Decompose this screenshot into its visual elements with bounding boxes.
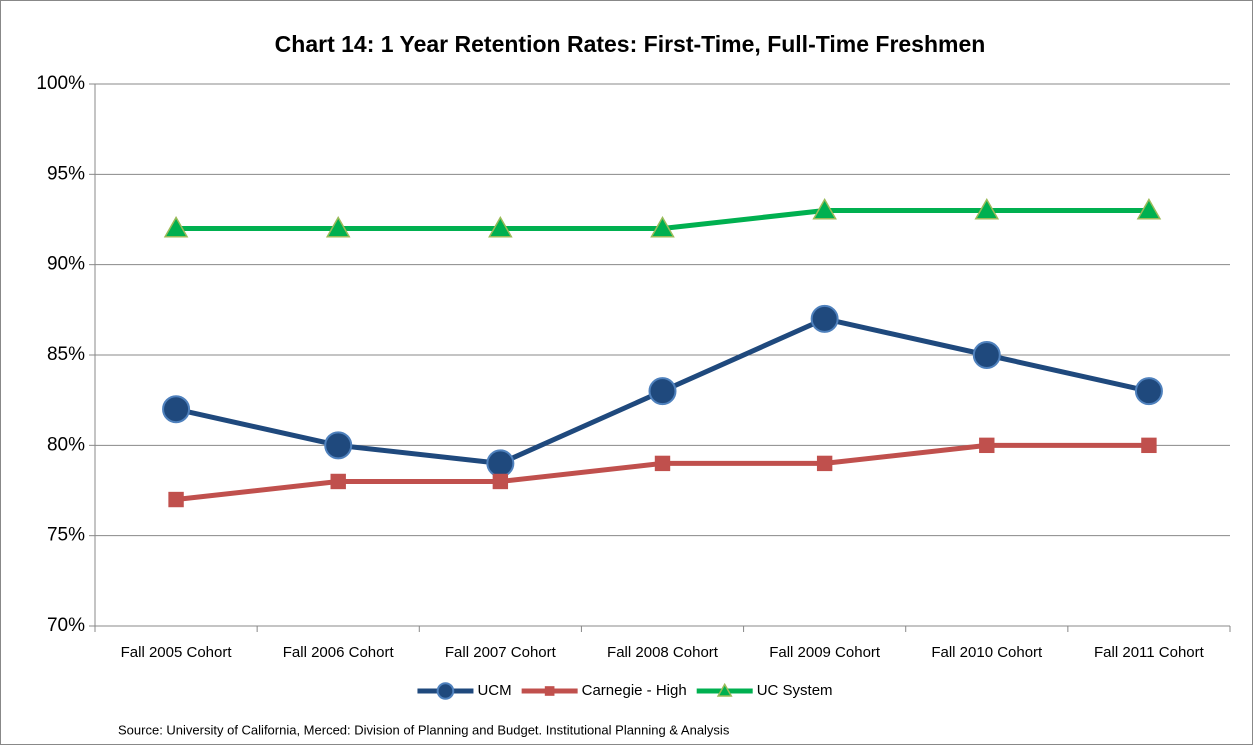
data-point [168, 491, 184, 508]
data-point [972, 341, 1001, 369]
data-point [1134, 377, 1163, 406]
data-point [1136, 197, 1162, 220]
legend-label: Carnegie - High [582, 682, 687, 699]
data-point [330, 473, 346, 490]
y-tick-label: 85% [47, 344, 85, 365]
x-tick-label: Fall 2010 Cohort [931, 644, 1043, 661]
x-tick-label: Fall 2007 Cohort [445, 644, 557, 661]
y-tick-label: 80% [47, 434, 85, 455]
data-point [324, 431, 353, 460]
x-tick-label: Fall 2006 Cohort [283, 644, 395, 661]
data-point [979, 437, 995, 454]
data-point [486, 449, 515, 478]
data-point [488, 216, 513, 238]
y-tick-label: 95% [47, 163, 85, 184]
data-point [163, 216, 189, 238]
legend-marker [436, 682, 455, 700]
y-tick-label: 90% [47, 254, 85, 275]
y-tick-label: 75% [47, 525, 85, 546]
data-point [650, 216, 675, 238]
legend-label: UC System [757, 682, 833, 699]
data-point [654, 455, 671, 472]
data-point [492, 473, 509, 490]
source-note: Source: University of California, Merced… [118, 722, 730, 737]
x-tick-label: Fall 2011 Cohort [1094, 644, 1205, 661]
data-point [325, 216, 351, 238]
data-point [816, 455, 833, 472]
legend-label: UCM [477, 682, 511, 699]
data-point [1141, 437, 1157, 454]
y-tick-label: 100% [36, 73, 85, 94]
data-point [648, 377, 677, 406]
data-point [974, 197, 1000, 220]
x-tick-label: Fall 2009 Cohort [769, 644, 881, 661]
data-point [810, 304, 839, 333]
chart-title: Chart 14: 1 Year Retention Rates: First-… [275, 31, 986, 57]
data-point [162, 395, 191, 424]
legend-marker [544, 686, 555, 696]
x-tick-label: Fall 2005 Cohort [121, 644, 233, 661]
legend-marker [716, 682, 733, 697]
y-tick-label: 70% [47, 615, 85, 636]
data-point [812, 197, 837, 220]
x-tick-label: Fall 2008 Cohort [607, 644, 719, 661]
